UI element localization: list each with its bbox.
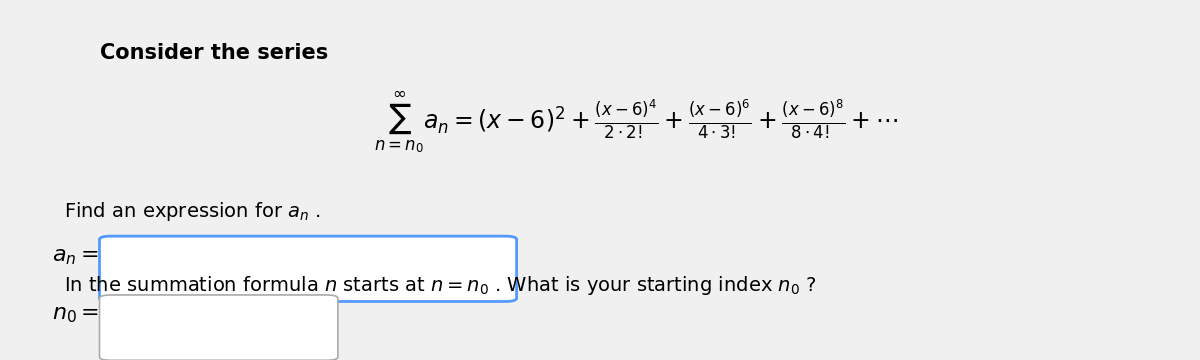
Text: $n_0 =$: $n_0 =$: [52, 305, 100, 325]
Text: Find an expression for $a_n$ .: Find an expression for $a_n$ .: [64, 200, 320, 223]
Text: Consider the series: Consider the series: [100, 43, 328, 63]
Text: In the summation formula $n$ starts at $n = n_0$ . What is your starting index $: In the summation formula $n$ starts at $…: [64, 274, 816, 297]
Text: $\sum_{n=n_0}^{\infty} a_n = (x-6)^2 + \frac{(x-6)^4}{2 \cdot 2!} + \frac{(x-6)^: $\sum_{n=n_0}^{\infty} a_n = (x-6)^2 + \…: [373, 89, 898, 155]
Text: $a_n =$: $a_n =$: [52, 247, 98, 267]
FancyBboxPatch shape: [100, 295, 338, 360]
FancyBboxPatch shape: [100, 236, 516, 301]
